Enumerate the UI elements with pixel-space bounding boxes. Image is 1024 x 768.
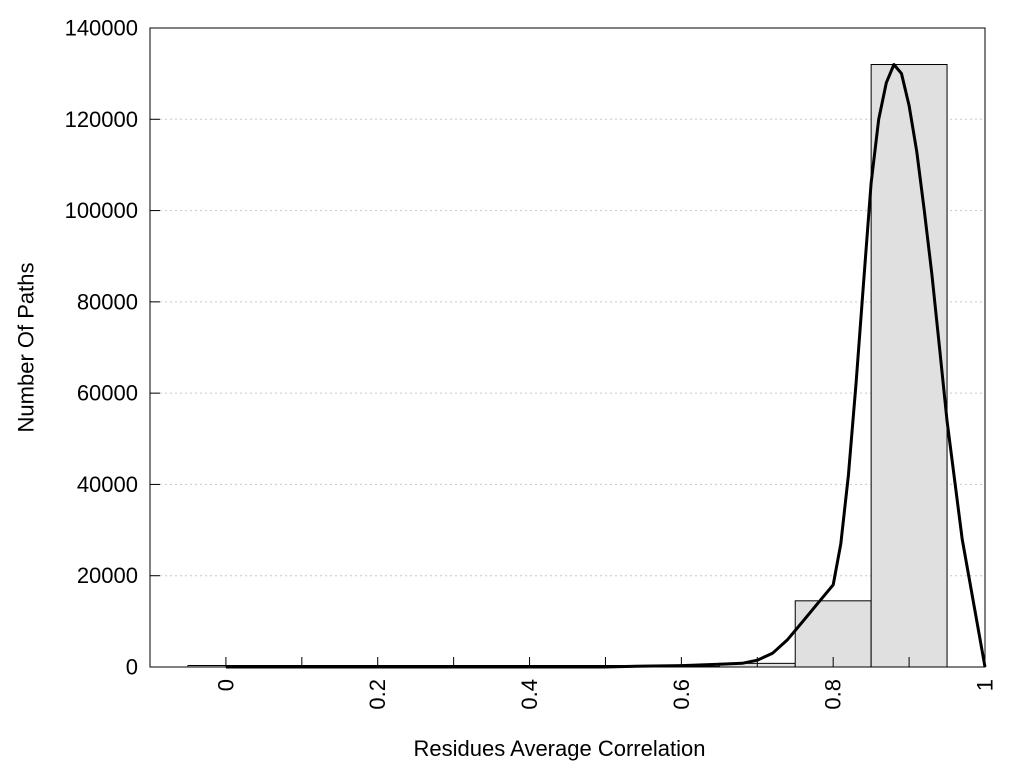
x-tick-label: 0 (213, 679, 238, 691)
y-tick-label: 60000 (77, 381, 138, 406)
histogram-bar (794, 600, 872, 668)
y-tick-label: 120000 (65, 107, 138, 132)
x-tick-label: 0.4 (517, 679, 542, 710)
x-tick-label: 1 (973, 679, 998, 691)
y-tick-label: 140000 (65, 16, 138, 41)
plot-frame (149, 27, 986, 668)
fit-curve-layer (225, 63, 987, 669)
y-tick-label: 0 (126, 655, 138, 680)
x-tick-label: 0.8 (821, 679, 846, 710)
x-tick-label: 0.6 (669, 679, 694, 710)
y-tick-label: 40000 (77, 472, 138, 497)
axis-ticks: 0 0.2 0.4 0.6 0.8 1 0 20000 40000 60000 80000 10000… (65, 16, 998, 710)
y-tick-label: 20000 (77, 563, 138, 588)
histogram-bar (870, 64, 948, 668)
y-tick-label: 100000 (65, 198, 138, 223)
x-tick-label: 0.2 (365, 679, 390, 710)
histogram-bars (187, 64, 948, 668)
y-axis-title: Number Of Paths (14, 263, 39, 433)
y-tick-label: 80000 (77, 289, 138, 314)
x-axis-title: Residues Average Correlation (414, 736, 706, 761)
grid-lines (150, 118, 985, 577)
fit-curve (225, 63, 987, 669)
